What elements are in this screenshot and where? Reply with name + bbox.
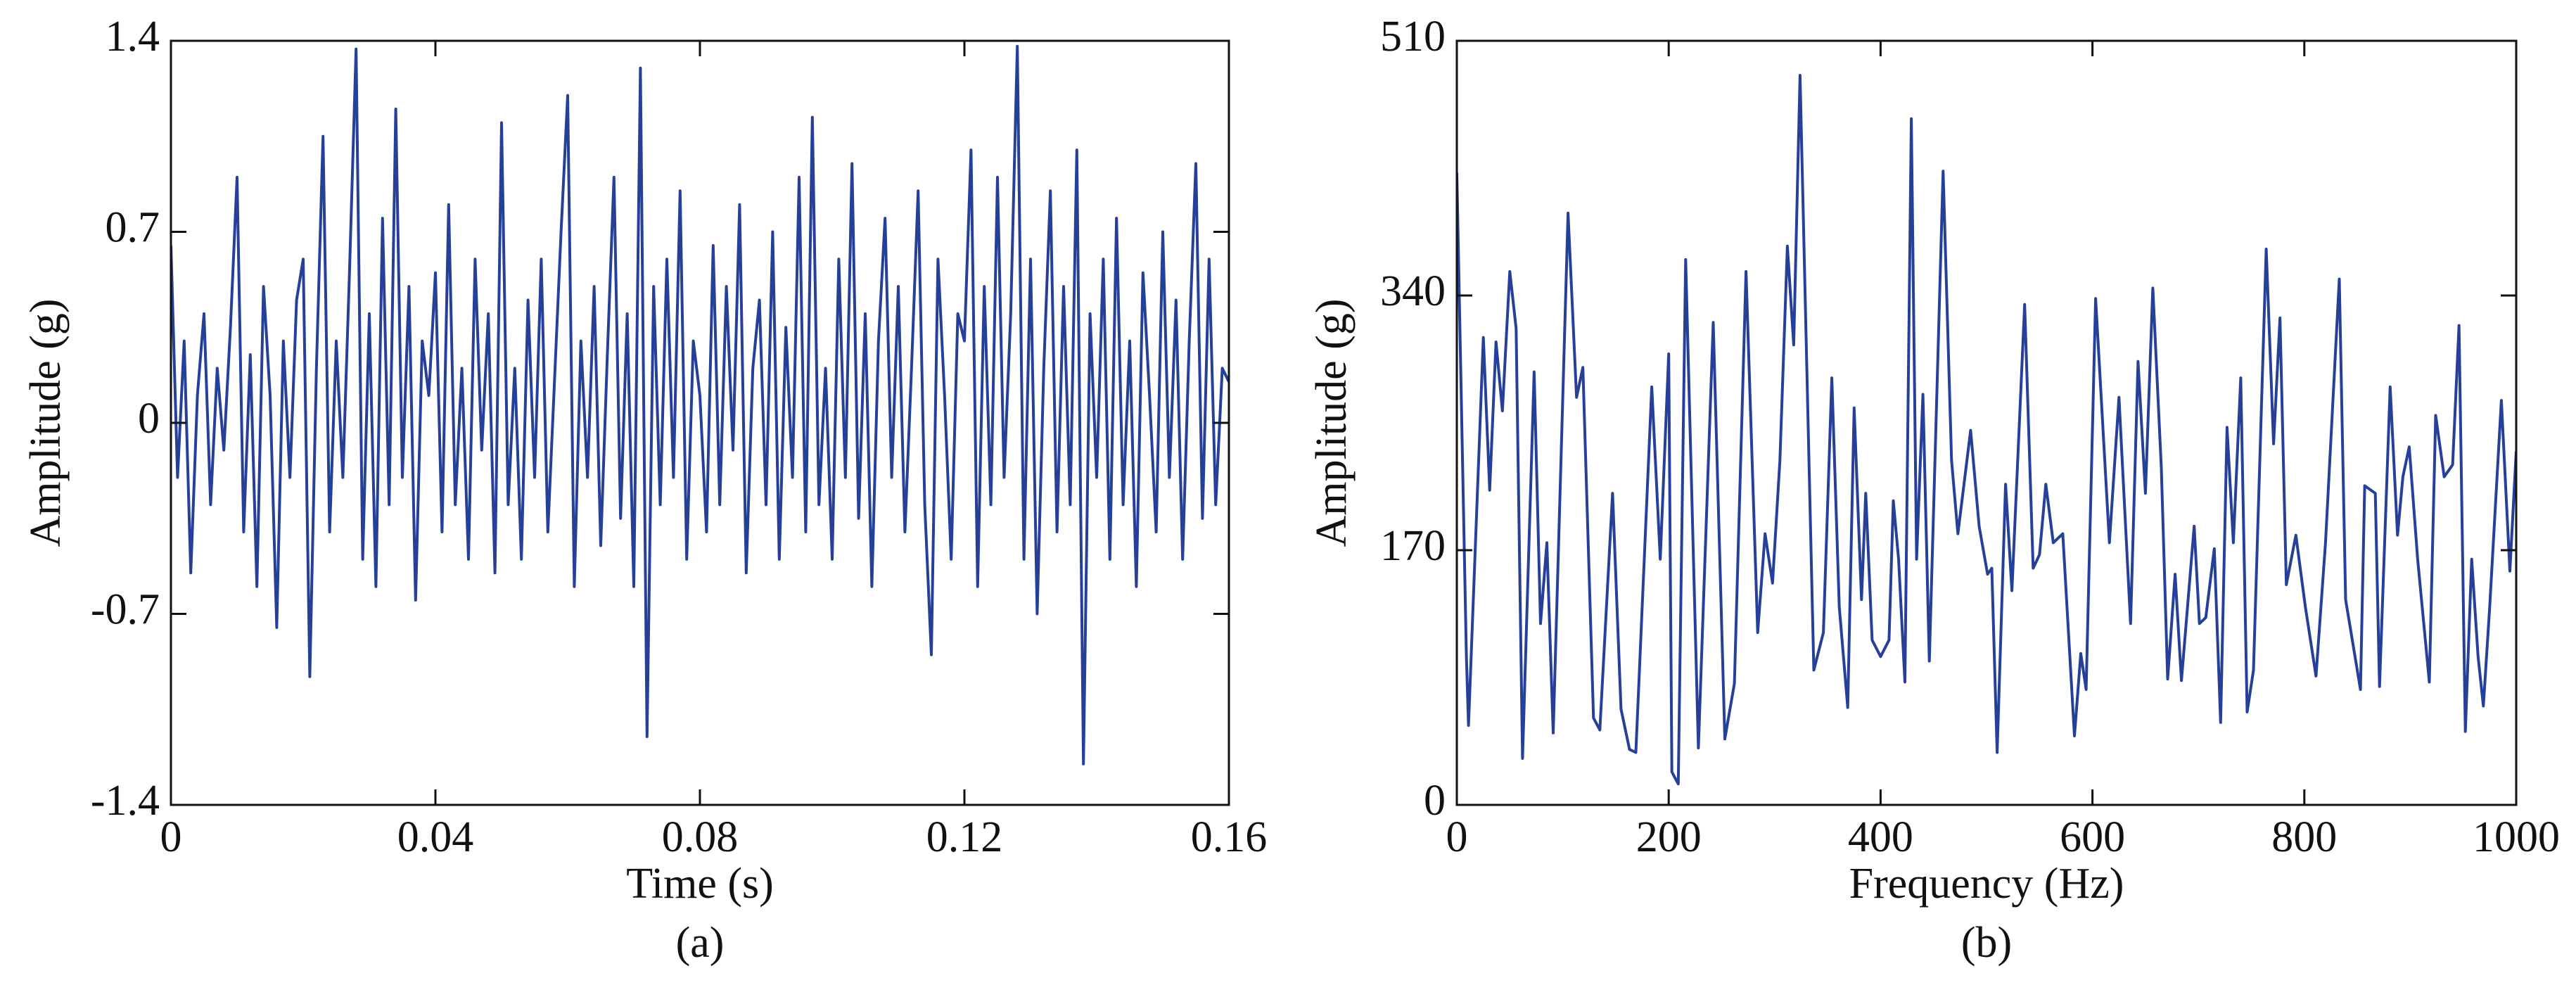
x-tick-label: 0.16 (1191, 813, 1268, 861)
y-tick-label: -1.4 (91, 777, 160, 825)
y-axis-title: Amplitude (g) (1308, 299, 1356, 547)
y-tick-label: 0 (1424, 777, 1446, 825)
plot-frame (1455, 39, 2518, 806)
x-tick-label: 600 (2060, 813, 2125, 861)
caption: (b) (1961, 919, 2012, 967)
x-tick-label: 0 (160, 813, 182, 861)
x-tick-label: 0.08 (662, 813, 739, 861)
y-tick-label: 510 (1380, 13, 1446, 61)
x-tick-label: 0.12 (926, 813, 1003, 861)
y-tick-label: 0.7 (106, 204, 160, 252)
signal-line (171, 44, 1229, 765)
y-tick-label: 170 (1380, 522, 1446, 570)
x-axis-title: Time (s) (626, 860, 774, 908)
x-tick-label: 200 (1636, 813, 1702, 861)
caption: (a) (676, 919, 725, 967)
y-tick-label: 340 (1380, 267, 1446, 315)
x-tick-label: 400 (1848, 813, 1913, 861)
x-tick-label: 1000 (2473, 813, 2560, 861)
x-axis-title: Frequency (Hz) (1849, 860, 2124, 908)
y-axis-title: Amplitude (g) (22, 299, 70, 547)
x-tick-label: 0 (1446, 813, 1468, 861)
y-tick-label: 1.4 (106, 13, 160, 61)
y-tick-label: -0.7 (91, 586, 160, 634)
x-tick-label: 0.04 (397, 813, 474, 861)
y-tick-label: 0 (138, 395, 160, 443)
x-tick-label: 800 (2271, 813, 2337, 861)
signal-line (1457, 74, 2516, 786)
